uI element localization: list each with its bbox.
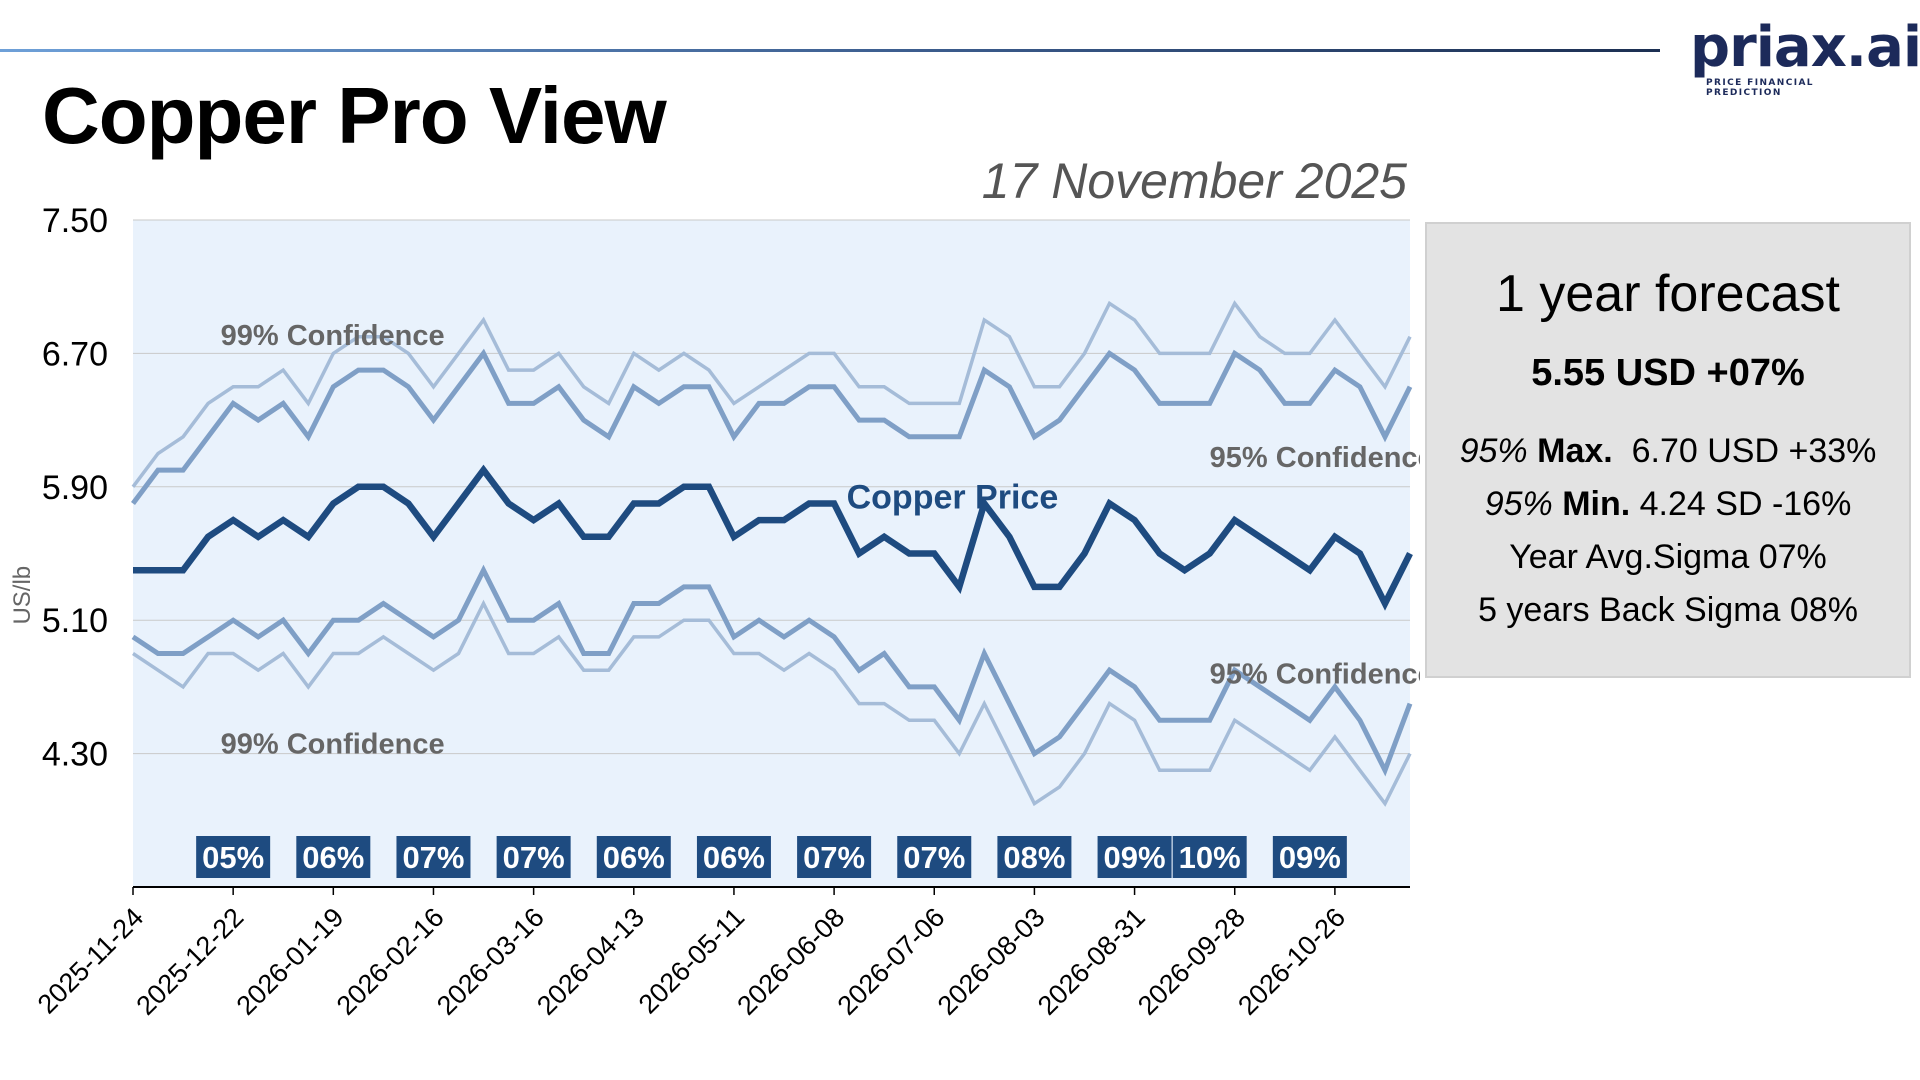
- report-date: 17 November 2025: [981, 153, 1407, 209]
- sigma-badges: 05% 06% 07% 07% 06% 06% 07% 07% 08% 09% 10% 09%: [196, 836, 1347, 878]
- sigma-badge-bg: [897, 836, 972, 878]
- logo-tagline: PRICE FINANCIAL PREDICTION: [1706, 78, 1814, 98]
- series-line-upper95: [130, 348, 1413, 505]
- series-line-lower99: [132, 599, 1412, 807]
- priax-logo: priax.ai PRICE FINANCIAL PREDICTION: [1690, 15, 1920, 99]
- forecast-max: 95% Max. 6.70 USD +33%: [1427, 425, 1909, 478]
- sigma-badge-label: 08%: [1003, 840, 1065, 875]
- min-value: 4.24 SD -16%: [1639, 485, 1852, 523]
- sigma-badge-label: 07%: [503, 840, 565, 875]
- min-prefix: 95%: [1484, 485, 1553, 523]
- min-label: Min.: [1562, 485, 1631, 523]
- series-lines: [130, 300, 1413, 807]
- x-tick-label: 2026-01-19: [231, 902, 350, 1021]
- y-axis-label: US/lb: [9, 566, 36, 625]
- sigma-badge-label: 06%: [703, 840, 765, 875]
- sigma-badge-label: 10%: [1179, 840, 1241, 875]
- x-tick-label: 2026-08-03: [932, 902, 1051, 1021]
- back-sigma: 5 years Back Sigma 08%: [1478, 591, 1858, 629]
- max-prefix: 95%: [1459, 432, 1528, 470]
- sigma-badge-label: 07%: [903, 840, 965, 875]
- forecast-value: 5.55 USD +07%: [1531, 352, 1805, 394]
- sigma-badge-bg: [997, 836, 1072, 878]
- series-line-lower95: [131, 564, 1413, 777]
- sigma-badge: 08%: [997, 836, 1072, 878]
- sigma-badge-label: 06%: [302, 840, 364, 875]
- page-title: Copper Pro View: [42, 71, 667, 160]
- avg-sigma: Year Avg.Sigma 07%: [1509, 538, 1827, 576]
- x-tick-label: 2026-02-16: [331, 902, 450, 1021]
- sigma-badge: 06%: [296, 836, 371, 878]
- sigma-badge: 09%: [1097, 836, 1172, 878]
- y-tick-label: 4.30: [42, 736, 108, 774]
- series-label-upper99: 99% Confidence: [221, 320, 445, 352]
- sigma-badge-bg: [1172, 836, 1247, 878]
- x-tick-label: 2026-08-31: [1032, 902, 1151, 1021]
- sigma-badge-bg: [1097, 836, 1172, 878]
- sigma-badge-bg: [496, 836, 571, 878]
- series-line-upper99: [131, 300, 1412, 488]
- sigma-badge-label: 05%: [202, 840, 264, 875]
- sigma-badge: 05%: [196, 836, 271, 878]
- sigma-badge: 06%: [696, 836, 771, 878]
- y-tick-label: 5.10: [42, 602, 108, 640]
- sigma-badge: 06%: [596, 836, 671, 878]
- sigma-badge: 10%: [1172, 836, 1247, 878]
- x-tick-label: 2026-10-26: [1232, 902, 1351, 1021]
- x-tick-label: 2026-03-16: [431, 902, 550, 1021]
- sigma-badge-bg: [296, 836, 371, 878]
- sigma-badge: 07%: [496, 836, 571, 878]
- sigma-badge-bg: [797, 836, 872, 878]
- forecast-min: 95% Min. 4.24 SD -16%: [1427, 478, 1909, 531]
- y-tick-label: 5.90: [42, 469, 108, 507]
- series-label-lower99: 99% Confidence: [221, 729, 445, 761]
- sigma-badge-bg: [196, 836, 271, 878]
- y-tick-label: 6.70: [42, 335, 108, 373]
- plot-background: [133, 220, 1410, 887]
- sigma-badge: 07%: [797, 836, 872, 878]
- series-label-upper95: 95% Confidence: [1210, 442, 1420, 474]
- forecast-panel: 1 year forecast 5.55 USD +07% 95% Max. 6…: [1425, 222, 1911, 678]
- x-tick-label: 2026-06-08: [731, 902, 850, 1021]
- forecast-title: 1 year forecast: [1496, 265, 1840, 323]
- x-tick-label: 2026-07-06: [832, 902, 951, 1021]
- sigma-badge-label: 07%: [803, 840, 865, 875]
- series-label-lower95: 95% Confidence: [1210, 659, 1420, 691]
- sigma-badge-label: 09%: [1279, 840, 1341, 875]
- max-label: Max.: [1537, 432, 1613, 470]
- max-value: 6.70 USD +33%: [1631, 432, 1877, 470]
- sigma-badge-label: 06%: [603, 840, 665, 875]
- logo-wordmark: priax.ai: [1690, 15, 1920, 80]
- series-label-price: Copper Price: [847, 478, 1059, 516]
- sigma-badge-bg: [596, 836, 671, 878]
- sigma-badge-label: 07%: [402, 840, 464, 875]
- sigma-badge-bg: [696, 836, 771, 878]
- series-labels: 99% Confidence 95% Confidence Copper Price…: [221, 320, 1420, 761]
- sigma-badge-bg: [1272, 836, 1347, 878]
- sigma-badge-label: 09%: [1104, 840, 1166, 875]
- x-tick-label: 2025-12-22: [131, 902, 250, 1021]
- copper-forecast-chart: 99% Confidence 95% Confidence Copper Price…: [9, 202, 1420, 1021]
- header-rule: [0, 49, 1660, 52]
- x-tick-label: 2026-04-13: [531, 902, 650, 1021]
- sigma-badge-bg: [396, 836, 471, 878]
- series-line-price: [133, 464, 1413, 611]
- sigma-badge: 07%: [396, 836, 471, 878]
- sigma-badge: 07%: [897, 836, 972, 878]
- x-tick-label: 2026-09-28: [1132, 902, 1251, 1021]
- y-tick-label: 7.50: [42, 202, 108, 240]
- sigma-badge: 09%: [1272, 836, 1347, 878]
